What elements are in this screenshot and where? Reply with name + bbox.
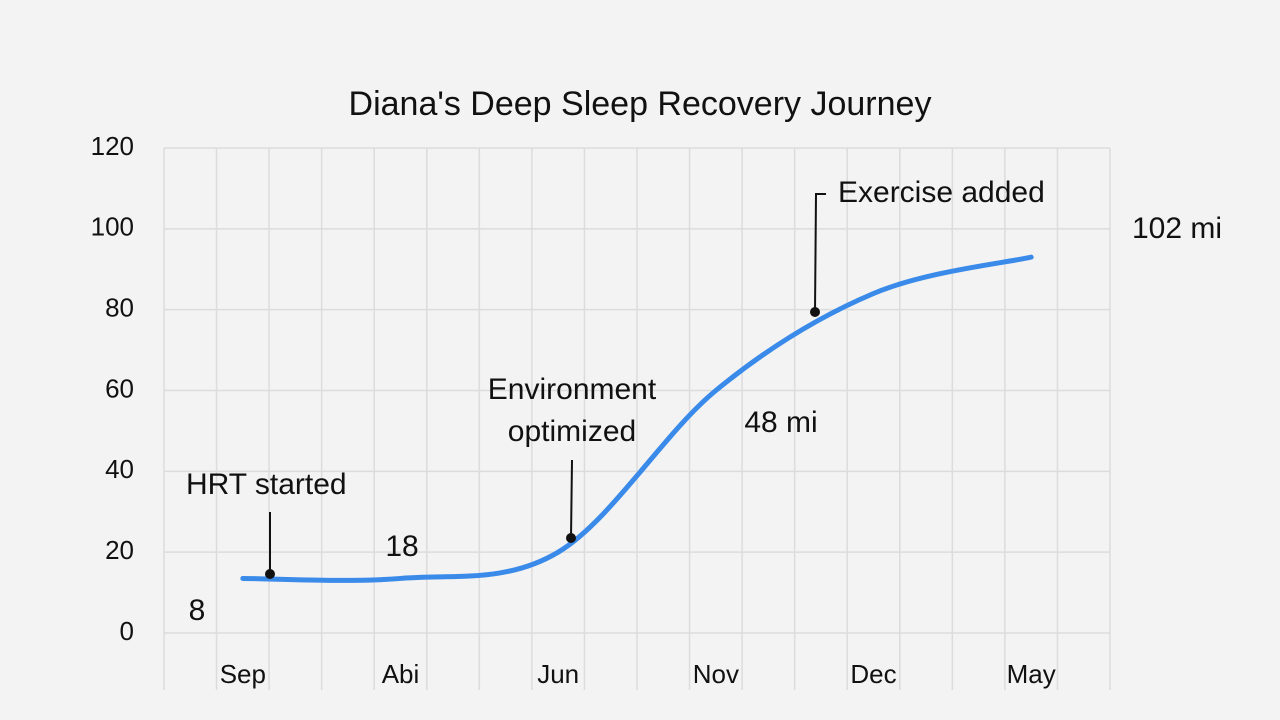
data-line: [240, 254, 1034, 583]
x-tick-label: Jun: [537, 659, 579, 689]
y-tick-label: 120: [91, 131, 134, 161]
chart-title: Diana's Deep Sleep Recovery Journey: [349, 85, 932, 123]
x-tick-label: May: [1007, 659, 1056, 689]
annotation-pointer: [570, 459, 573, 539]
point-label: 18: [385, 530, 418, 563]
x-tick-label: Nov: [693, 659, 739, 689]
y-tick-label: 40: [105, 454, 134, 484]
y-tick-label: 80: [105, 293, 134, 323]
vertical-grid: [163, 148, 1111, 690]
point-label: 102 mi: [1132, 212, 1222, 245]
x-tick-label: Abi: [382, 659, 420, 689]
annotation-dot: [566, 533, 576, 543]
point-label: 48 mi: [744, 406, 817, 439]
annotation: optimized: [508, 415, 636, 448]
annotation-dot: [265, 569, 275, 579]
point-label: 8: [189, 594, 206, 627]
y-tick-label: 60: [105, 373, 134, 403]
annotation: Environment: [488, 373, 657, 406]
annotation: Exercise added: [838, 176, 1045, 209]
y-tick-label: 0: [120, 616, 134, 646]
x-tick-label: Dec: [850, 659, 896, 689]
annotation-pointer: [814, 193, 826, 313]
y-tick-label: 100: [91, 212, 134, 242]
annotation: HRT started: [186, 468, 347, 501]
annotation-dot: [810, 307, 820, 317]
x-tick-label: Sep: [220, 659, 266, 689]
y-tick-label: 20: [105, 535, 134, 565]
